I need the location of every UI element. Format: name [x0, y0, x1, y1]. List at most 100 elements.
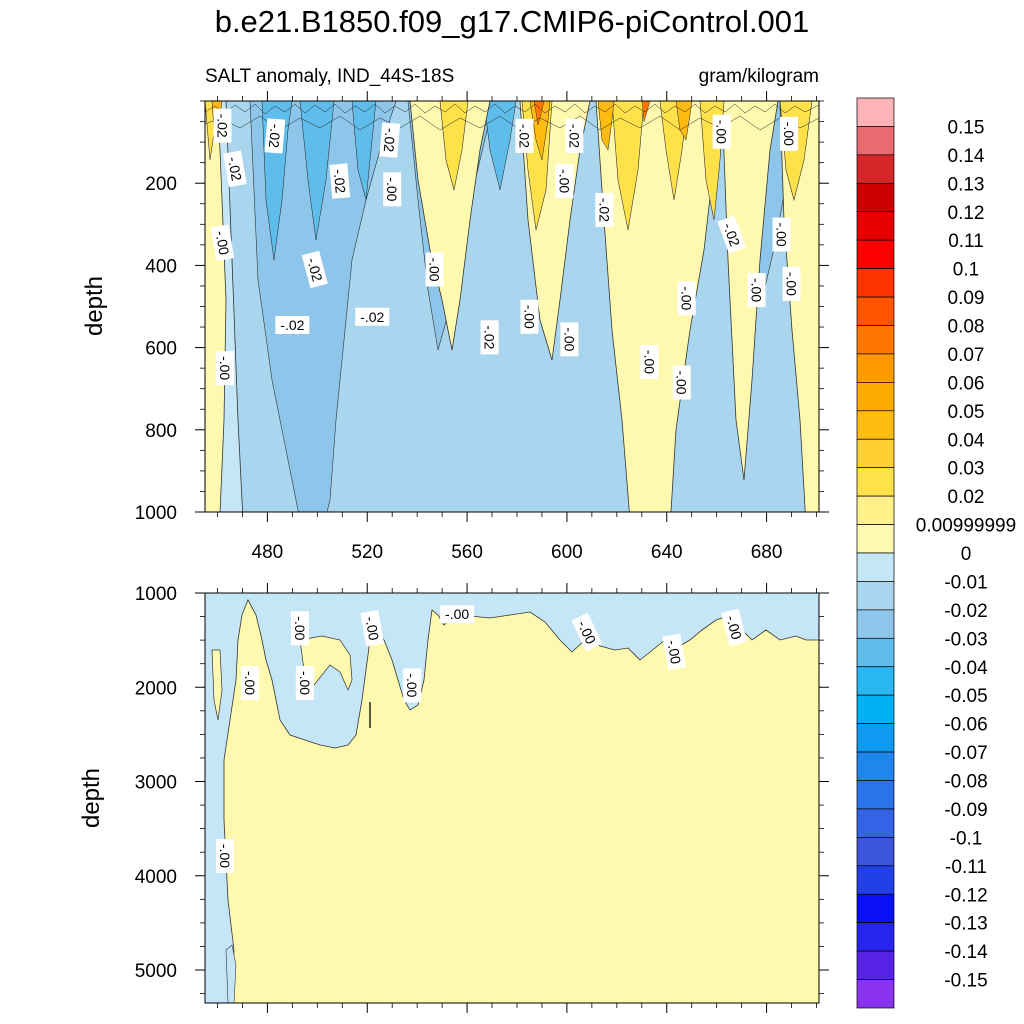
contour-label-box — [213, 108, 232, 143]
lower-y-tick-label: 4000 — [135, 867, 177, 888]
colorbar-swatch — [856, 495, 895, 525]
colorbar-label: 0.02 — [948, 487, 985, 508]
colorbar-swatch — [856, 296, 895, 326]
contour-label-box — [379, 122, 401, 158]
contour-label: -.00 — [780, 116, 799, 151]
contour-label-text: -.00 — [404, 673, 420, 697]
colorbar-label: 0.00999999 — [916, 516, 1016, 537]
contour-label-box — [571, 612, 603, 652]
colorbar-swatch — [856, 808, 895, 838]
contour-label-box — [565, 118, 584, 153]
lower-y-tick-label: 2000 — [135, 678, 177, 699]
contour-label-box — [662, 633, 687, 671]
contour-label-text: -.00 — [749, 278, 765, 302]
colorbar-label: -0.02 — [944, 601, 987, 622]
contour-label: -.00 — [425, 252, 444, 287]
upper-y-tick-label: 1000 — [135, 503, 177, 524]
upper-x-tick-label: 560 — [451, 542, 483, 563]
contour-label-text: -.02 — [381, 127, 399, 153]
colorbar-label: -0.07 — [944, 743, 987, 764]
contour-label-box — [515, 118, 534, 153]
colorbar-swatch — [856, 382, 895, 412]
contour-label-box — [747, 273, 766, 308]
colorbar-swatch — [856, 154, 895, 184]
contour-label-text: -.02 — [566, 124, 582, 148]
contour-label: -.00 — [240, 666, 259, 701]
colorbar-swatch — [856, 780, 895, 810]
colorbar-swatch — [856, 694, 895, 724]
contour-label: -.00 — [640, 344, 659, 379]
upper-x-tick-label: 600 — [551, 542, 583, 563]
contour-label: -.00 — [782, 266, 801, 301]
colorbar-label: 0.15 — [948, 117, 985, 138]
contour-label: -.00 — [215, 351, 234, 386]
contour-label-box — [520, 299, 539, 334]
contour-label-text: -.00 — [212, 230, 232, 257]
contour-label-text: -.00 — [242, 671, 258, 695]
colorbar-swatch — [856, 211, 895, 241]
contour-label-box — [640, 344, 659, 379]
contour-label: -.00 — [403, 668, 422, 703]
lower-axis-ticks: 1000 2000 3000 4000 5000 — [135, 583, 829, 1013]
colorbar-swatch — [856, 637, 895, 668]
contour-label-text: -.02 — [360, 309, 384, 325]
contour-label-box — [555, 164, 574, 199]
contour-label: -.00 — [520, 299, 539, 334]
colorbar-swatch — [856, 893, 895, 924]
colorbar-label: -0.05 — [944, 686, 987, 707]
colorbar-label: -0.11 — [945, 857, 987, 878]
contour-label: -.00 — [721, 608, 748, 647]
colorbar-label: 0.14 — [948, 146, 985, 167]
colorbar-swatch — [856, 581, 895, 611]
lower-positive-left-strip — [211, 649, 223, 721]
contour-label-text: -.00 — [784, 272, 800, 296]
colorbar-label: 0.04 — [948, 430, 985, 451]
contour-label-text: -.02 — [331, 168, 349, 194]
colorbar-swatch — [856, 467, 895, 497]
contour-label: -.02 — [379, 122, 401, 158]
contour-label: -.02 — [595, 192, 614, 227]
contour-label-box — [782, 266, 801, 301]
contour-label: -.02 — [301, 250, 328, 289]
contour-label-box — [223, 150, 247, 188]
upper-strong-negative-streaks — [261, 101, 717, 261]
lower-negative-region — [205, 593, 819, 1003]
contour-label-text: -.00 — [445, 606, 469, 622]
colorbar-label: -0.14 — [944, 942, 988, 963]
contour-label: -.02 — [275, 315, 310, 334]
lower-contour-labels: -.00-.00-.00-.00-.00-.00-.00-.00-.00-.00 — [215, 605, 748, 873]
contour-label-text: -.00 — [521, 305, 537, 329]
colorbar-label: -0.01 — [944, 572, 987, 593]
contour-label: -.00 — [360, 610, 385, 647]
contour-label-box — [240, 666, 259, 701]
contour-label-text: -.02 — [482, 325, 498, 349]
upper-x-tick-label: 680 — [751, 542, 783, 563]
upper-y-tick-label: 200 — [145, 174, 177, 195]
figure-title: b.e21.B1850.f09_g17.CMIP6-piControl.001 — [214, 4, 810, 39]
contour-label-text: -.00 — [561, 327, 577, 351]
colorbar-label: -0.09 — [944, 800, 987, 821]
colorbar-label: -0.04 — [944, 658, 988, 679]
upper-plot-area: -.02 -.02 -.02 -.02 -.02 -.00 -.00 -.02 -.00 -.02… — [205, 101, 819, 512]
contour-label-text: -.00 — [714, 120, 730, 144]
colorbar-swatch — [856, 410, 895, 440]
contour-label-box — [717, 215, 746, 254]
colorbar-label: 0.03 — [948, 459, 985, 480]
contour-label: -.00 — [210, 224, 235, 262]
contour-label-text: -.02 — [214, 114, 230, 138]
contour-label-box — [440, 605, 475, 624]
contour-label-text: -.02 — [720, 221, 743, 249]
colorbar-label: 0 — [961, 544, 972, 565]
colorbar-label: 0.08 — [948, 317, 985, 338]
colorbar-label: -0.03 — [944, 629, 987, 650]
contour-label-text: -.00 — [781, 122, 797, 146]
contour-label-text: -.00 — [556, 169, 572, 193]
contour-label: -.00 — [383, 172, 402, 207]
colorbar-swatch — [856, 979, 895, 1009]
contour-label: -.02 — [717, 215, 746, 254]
contour-label-text: -.00 — [774, 223, 790, 247]
contour-label-text: -.00 — [362, 615, 382, 642]
contour-label-text: -.02 — [596, 198, 612, 222]
colorbar-swatch — [856, 325, 895, 355]
